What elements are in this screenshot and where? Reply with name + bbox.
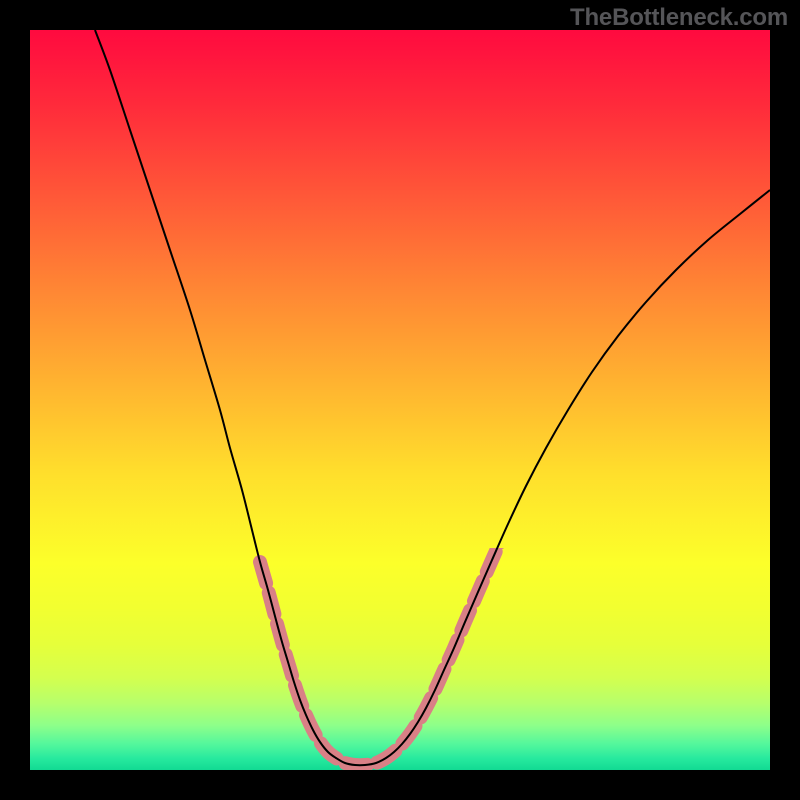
highlight-band xyxy=(260,524,508,765)
watermark-text: TheBottleneck.com xyxy=(570,4,788,32)
main-curve xyxy=(95,30,770,765)
plot-area xyxy=(30,30,770,770)
bottleneck-curve xyxy=(30,30,770,770)
chart-frame: TheBottleneck.com xyxy=(0,0,800,800)
